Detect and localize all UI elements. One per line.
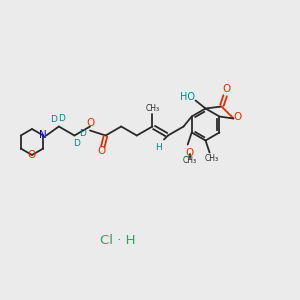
Text: D: D xyxy=(79,129,86,138)
Text: CH₃: CH₃ xyxy=(183,156,197,165)
Text: D: D xyxy=(73,139,80,148)
Text: O: O xyxy=(28,150,36,160)
Text: O: O xyxy=(86,118,94,128)
Text: D: D xyxy=(58,114,65,123)
Text: H: H xyxy=(156,143,162,152)
Text: Cl · H: Cl · H xyxy=(100,233,136,247)
Text: CH₃: CH₃ xyxy=(205,154,219,163)
Text: D: D xyxy=(50,115,57,124)
Text: O: O xyxy=(98,146,106,157)
Text: HO: HO xyxy=(180,92,195,101)
Text: O: O xyxy=(186,148,194,158)
Text: CH₃: CH₃ xyxy=(145,104,159,113)
Text: O: O xyxy=(233,112,242,122)
Text: O: O xyxy=(222,83,231,94)
Text: N: N xyxy=(39,130,47,140)
